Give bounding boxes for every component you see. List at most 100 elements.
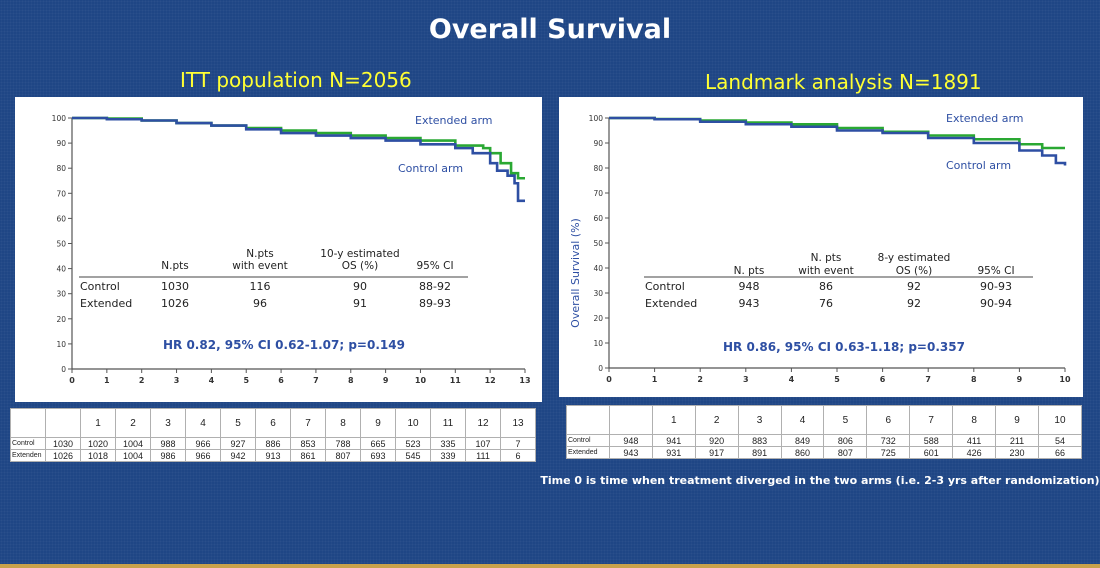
risk-table-cell: 807	[325, 449, 361, 462]
series-line-control-arm	[72, 116, 525, 203]
risk-table-cell: 920	[694, 434, 739, 447]
summary-cell: 1030	[161, 280, 189, 293]
y-tick-label: 70	[593, 189, 603, 198]
risk-table-cell: 335	[430, 437, 466, 450]
risk-table-time: 1	[651, 405, 696, 435]
risk-table-corner	[10, 408, 46, 438]
summary-header: N. pts	[811, 252, 842, 264]
x-tick-label: 6	[278, 376, 284, 385]
risk-table-cell: 725	[866, 446, 911, 459]
risk-table-cell: 927	[220, 437, 256, 450]
x-tick-label: 4	[789, 375, 795, 384]
risk-table-cell: 339	[430, 449, 466, 462]
y-tick-label: 50	[593, 239, 603, 248]
risk-table-cell: 886	[255, 437, 291, 450]
summary-cell: 116	[250, 280, 271, 293]
y-tick-label: 100	[52, 114, 67, 123]
x-tick-label: 2	[697, 375, 703, 384]
y-tick-label: 30	[56, 290, 66, 299]
risk-table-time: 7	[909, 405, 954, 435]
risk-table-time: 12	[465, 408, 501, 438]
y-tick-label: 0	[61, 365, 66, 374]
risk-table-time: 5	[220, 408, 256, 438]
summary-header: with event	[798, 265, 854, 277]
risk-table-time: 11	[430, 408, 466, 438]
summary-header: 8-y estimated	[878, 252, 951, 264]
series-label: Extended arm	[415, 114, 493, 127]
risk-table-time: 13	[500, 408, 536, 438]
risk-table-time: 2	[694, 405, 739, 435]
summary-cell: 89-93	[419, 297, 451, 310]
risk-table-cell: 230	[995, 446, 1039, 459]
risk-table-row-label: Extended	[566, 446, 610, 459]
itt-chart-title: ITT population N=2056	[180, 68, 412, 92]
y-tick-label: 90	[56, 139, 66, 148]
y-tick-label: 100	[589, 114, 604, 123]
y-tick-label: 0	[598, 364, 603, 373]
risk-table-cell: 1004	[115, 437, 151, 450]
risk-table-time: 4	[185, 408, 221, 438]
y-tick-label: 40	[56, 265, 66, 274]
risk-table-time	[45, 408, 81, 438]
risk-table-cell: 588	[909, 434, 954, 447]
y-tick-label: 60	[56, 214, 66, 223]
risk-table-corner	[566, 405, 610, 435]
landmark-survival-chart: 0 10 20 30 40 50 60 70 80 90 100 0 1 2 3 4 5 6 7 8 9 10 Overal…	[569, 112, 1071, 384]
summary-cell: 943	[739, 297, 760, 310]
summary-header: with event	[232, 260, 288, 272]
risk-table-cell: 7	[500, 437, 536, 450]
risk-table-cell: 66	[1037, 446, 1083, 459]
y-tick-label: 90	[593, 139, 603, 148]
risk-table-cell: 913	[255, 449, 291, 462]
y-tick-label: 10	[56, 340, 66, 349]
risk-table-cell: 986	[150, 449, 186, 462]
x-tick-label: 5	[834, 375, 840, 384]
risk-table-cell: 523	[395, 437, 431, 450]
risk-table-cell: 943	[608, 446, 653, 459]
summary-cell: 92	[907, 280, 921, 293]
series-label: Control arm	[398, 162, 463, 175]
summary-header: N.pts	[161, 260, 188, 272]
footnote: Time 0 is time when treatment diverged i…	[540, 474, 1100, 487]
series-line-control-arm	[609, 116, 1067, 166]
bottom-accent-line	[0, 564, 1100, 568]
risk-table-time: 8	[952, 405, 997, 435]
y-tick-label: 80	[593, 164, 603, 173]
hazard-ratio-text: HR 0.82, 95% CI 0.62-1.07; p=0.149	[163, 338, 405, 352]
x-tick-label: 0	[69, 376, 75, 385]
itt-risk-table: 1 2 3 4 5 6 7 8 9 10 11 12 13 Control 1030 1020 1004 988 9…	[10, 408, 536, 462]
hazard-ratio-text: HR 0.86, 95% CI 0.63-1.18; p=0.357	[723, 340, 965, 354]
summary-header: 10-y estimated	[320, 248, 399, 260]
risk-table-cell: 107	[465, 437, 501, 450]
y-tick-label: 40	[593, 264, 603, 273]
risk-table-cell: 1026	[45, 449, 81, 462]
risk-table-row: Extended 943 931 917 891 860 807 725 601 426 230 66	[566, 446, 1083, 459]
summary-cell: 76	[819, 297, 833, 310]
risk-table-time: 1	[80, 408, 116, 438]
x-tick-label: 3	[174, 376, 180, 385]
risk-table-cell: 948	[608, 434, 653, 447]
risk-table-time: 10	[395, 408, 431, 438]
risk-table-row: Control 1030 1020 1004 988 966 927 886 853 788 665…	[10, 437, 536, 450]
risk-table-row-label: Control	[10, 437, 46, 450]
summary-cell: 1026	[161, 297, 189, 310]
summary-cell: Control	[80, 280, 120, 293]
y-tick-label: 60	[593, 214, 603, 223]
risk-table-cell: 807	[823, 446, 868, 459]
risk-table-row: Extenden 1026 1018 1004 986 966 942 913 861 807 69…	[10, 449, 536, 462]
risk-table-time: 3	[150, 408, 186, 438]
itt-chart-panel: 0 10 20 30 40 50 60 70 80 90 100 0 1 2 3 4 5 6 7 8 9 10 11 12 13…	[15, 97, 542, 402]
summary-cell: Extended	[80, 297, 132, 310]
risk-table-row: Control 948 941 920 883 849 806 732 588 411 211 54	[566, 434, 1083, 447]
x-tick-label: 9	[383, 376, 389, 385]
risk-table-cell: 54	[1037, 434, 1083, 447]
summary-cell: Extended	[645, 297, 697, 310]
risk-table-cell: 1020	[80, 437, 116, 450]
summary-cell: 92	[907, 297, 921, 310]
y-tick-label: 10	[593, 339, 603, 348]
x-tick-label: 10	[415, 376, 427, 385]
summary-cell: 90	[353, 280, 367, 293]
slide-title: Overall Survival	[428, 14, 672, 45]
summary-header: N. pts	[734, 265, 765, 277]
y-tick-label: 70	[56, 189, 66, 198]
